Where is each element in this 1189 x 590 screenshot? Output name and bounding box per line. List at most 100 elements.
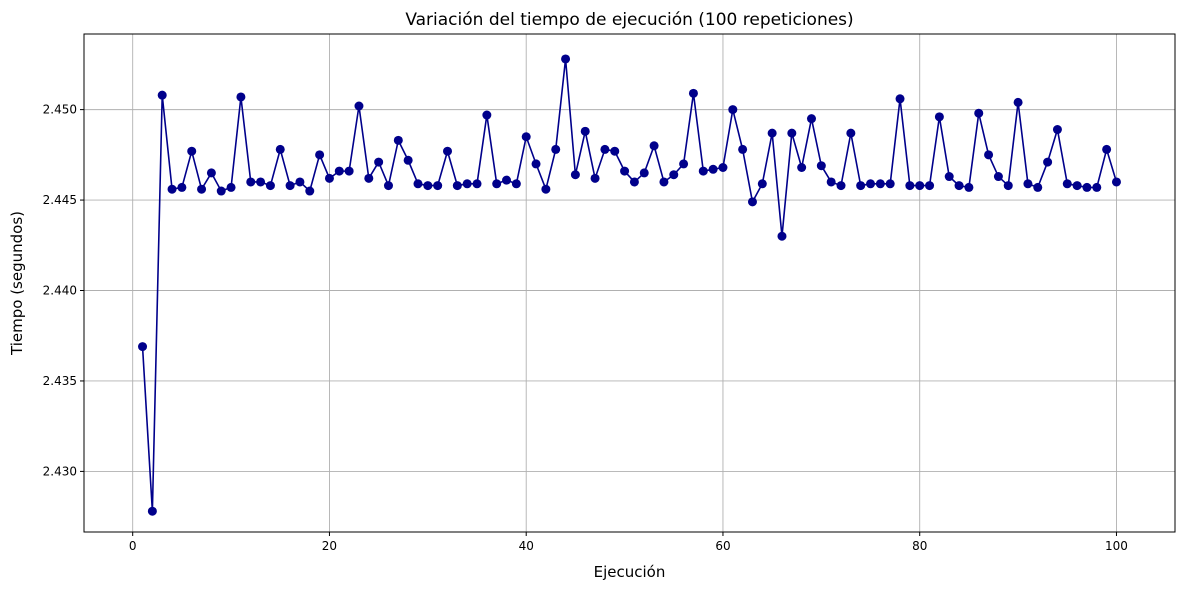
data-point: [462, 179, 472, 189]
data-point: [698, 166, 708, 176]
data-point: [433, 181, 443, 191]
data-point: [364, 173, 374, 183]
data-point: [187, 146, 197, 156]
y-axis-label: Tiempo (segundos): [8, 211, 26, 356]
data-point: [315, 150, 325, 160]
data-point: [236, 92, 246, 102]
data-point: [502, 175, 512, 185]
data-point: [580, 126, 590, 136]
data-point: [964, 182, 974, 192]
data-point: [531, 159, 541, 169]
data-point: [1082, 182, 1092, 192]
data-point: [383, 181, 393, 191]
data-point: [954, 181, 964, 191]
data-point: [895, 94, 905, 104]
x-tick-label: 80: [912, 539, 927, 553]
x-tick-label: 0: [129, 539, 137, 553]
data-point: [256, 177, 266, 187]
data-point: [452, 181, 462, 191]
y-tick-label: 2.440: [43, 284, 77, 298]
x-tick-label: 20: [322, 539, 337, 553]
data-point: [934, 112, 944, 122]
y-tick-label: 2.445: [43, 193, 77, 207]
data-point: [521, 132, 531, 142]
data-point: [590, 173, 600, 183]
data-point: [905, 181, 915, 191]
data-point: [197, 184, 207, 194]
data-point: [1013, 97, 1023, 107]
data-point: [1072, 181, 1082, 191]
data-point: [305, 186, 315, 196]
plot-frame: [83, 33, 1176, 533]
data-point: [147, 506, 157, 516]
data-point: [866, 179, 876, 189]
data-points: [138, 54, 1121, 516]
data-point: [639, 168, 649, 178]
data-point: [974, 108, 984, 118]
data-point: [206, 168, 216, 178]
chart-title: Variación del tiempo de ejecución (100 r…: [405, 10, 853, 30]
data-point: [265, 181, 275, 191]
data-point: [226, 182, 236, 192]
data-point: [659, 177, 669, 187]
data-point: [157, 90, 167, 100]
data-point: [806, 114, 816, 124]
data-point: [610, 146, 620, 156]
data-point: [1052, 125, 1062, 135]
data-point: [177, 182, 187, 192]
series-line: [141, 58, 1118, 512]
data-point: [334, 166, 344, 176]
data-point: [413, 179, 423, 189]
data-point: [1043, 157, 1053, 167]
x-tick-label: 40: [519, 539, 534, 553]
data-point: [246, 177, 256, 187]
data-point: [561, 54, 571, 64]
data-point: [482, 110, 492, 120]
data-point: [295, 177, 305, 187]
data-point: [816, 161, 826, 171]
data-point: [826, 177, 836, 187]
data-point: [551, 144, 561, 154]
data-point: [925, 181, 935, 191]
data-point: [1102, 144, 1112, 154]
data-point: [324, 173, 334, 183]
data-point: [216, 186, 226, 196]
data-point: [846, 128, 856, 138]
x-tick-label: 60: [715, 539, 730, 553]
data-point: [629, 177, 639, 187]
data-point: [1092, 182, 1102, 192]
data-point: [915, 181, 925, 191]
data-point: [403, 155, 413, 165]
data-point: [984, 150, 994, 160]
x-axis-label: Ejecución: [594, 563, 666, 581]
data-point: [492, 179, 502, 189]
axis-ticks: 0 20 40 60 80 100 2.430 2.435 2.440 2.445 2.450: [43, 103, 1128, 553]
y-tick-label: 2.450: [43, 103, 77, 117]
data-point: [738, 144, 748, 154]
data-point: [856, 181, 866, 191]
data-point: [344, 166, 354, 176]
data-point: [275, 144, 285, 154]
y-tick-label: 2.430: [43, 464, 77, 478]
data-point: [993, 172, 1003, 182]
data-point: [708, 164, 718, 174]
data-point: [374, 157, 384, 167]
data-point: [777, 231, 787, 241]
data-point: [600, 144, 610, 154]
data-point: [757, 179, 767, 189]
data-point: [285, 181, 295, 191]
data-point: [718, 162, 728, 172]
data-point: [836, 181, 846, 191]
data-point: [787, 128, 797, 138]
data-point: [747, 197, 757, 207]
data-point: [472, 179, 482, 189]
data-point: [885, 179, 895, 189]
data-point: [354, 101, 364, 111]
data-point: [1111, 177, 1121, 187]
data-point: [423, 181, 433, 191]
data-point: [167, 184, 177, 194]
data-point: [443, 146, 453, 156]
data-point: [875, 179, 885, 189]
data-point: [669, 170, 679, 180]
